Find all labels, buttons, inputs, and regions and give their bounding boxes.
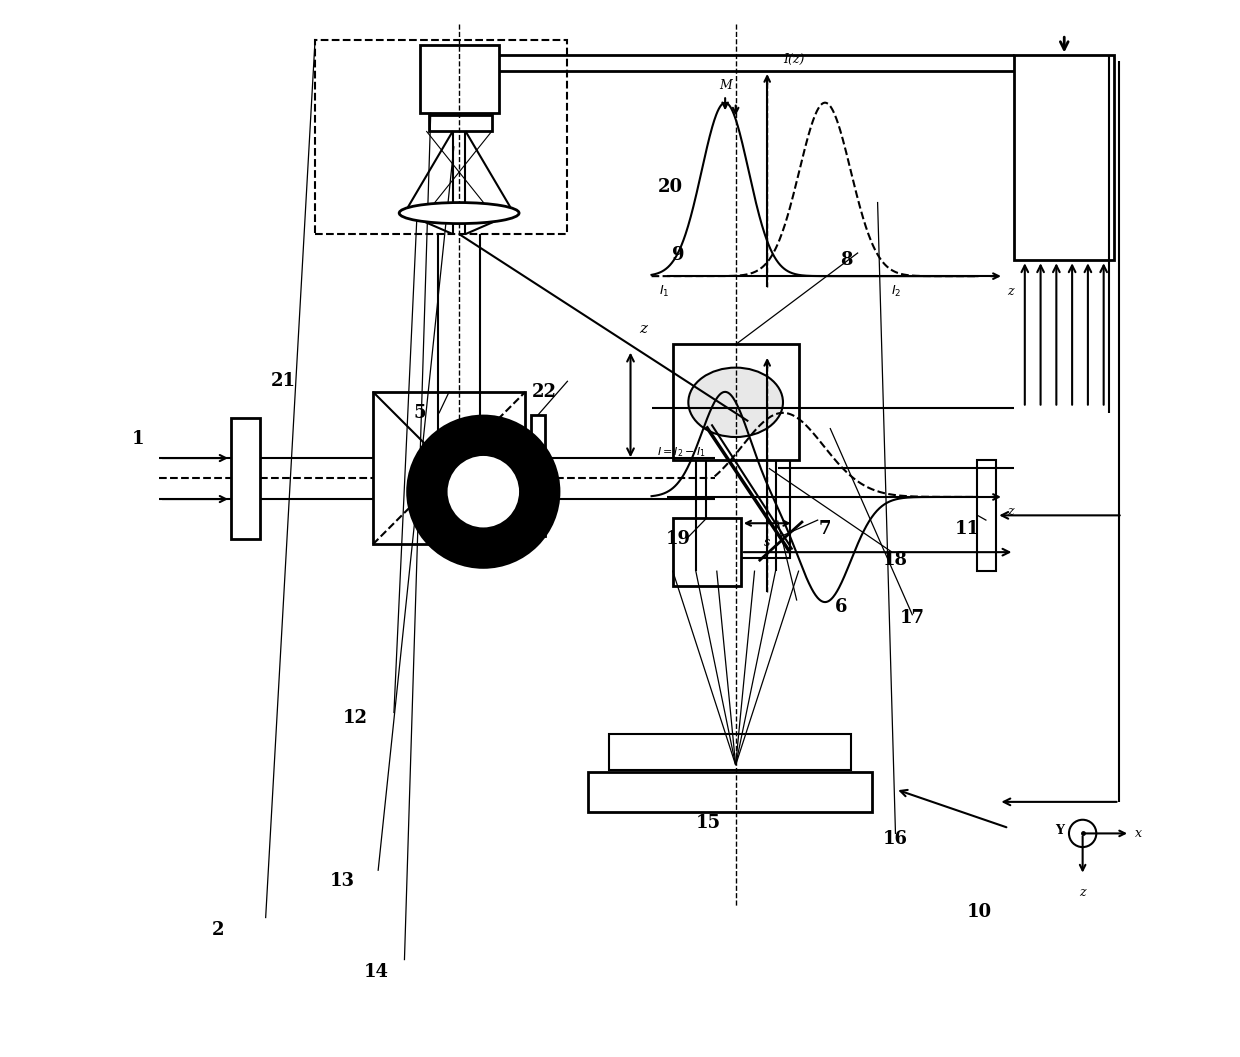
- Bar: [315, 39, 568, 234]
- Text: I(z): I(z): [782, 53, 805, 66]
- Bar: [672, 345, 799, 460]
- Text: s: s: [764, 536, 770, 549]
- Text: $I=I_2-I_1$: $I=I_2-I_1$: [657, 445, 706, 459]
- Bar: [610, 734, 852, 771]
- Text: 20: 20: [658, 178, 683, 196]
- Text: 22: 22: [532, 383, 557, 401]
- Text: 8: 8: [839, 252, 852, 270]
- Bar: [977, 460, 997, 571]
- Bar: [429, 115, 492, 131]
- Bar: [531, 415, 546, 536]
- Text: 9: 9: [672, 246, 684, 264]
- Text: z: z: [1007, 284, 1013, 298]
- Bar: [589, 773, 873, 813]
- Bar: [707, 422, 790, 558]
- Ellipse shape: [408, 416, 559, 568]
- Text: 7: 7: [818, 519, 831, 538]
- Ellipse shape: [446, 455, 520, 528]
- Text: Y: Y: [1055, 823, 1064, 837]
- Text: 16: 16: [883, 830, 908, 848]
- Text: 14: 14: [363, 963, 388, 981]
- Text: M: M: [719, 79, 732, 92]
- Text: 2: 2: [212, 921, 224, 940]
- Bar: [373, 392, 526, 544]
- Text: 13: 13: [330, 872, 355, 890]
- Text: 1: 1: [133, 430, 145, 448]
- Text: x: x: [1135, 827, 1142, 840]
- Ellipse shape: [399, 203, 520, 224]
- Text: 12: 12: [342, 709, 367, 727]
- Text: 17: 17: [900, 609, 925, 627]
- Text: 21: 21: [272, 372, 296, 390]
- Text: z: z: [639, 321, 647, 336]
- Bar: [672, 518, 742, 587]
- Text: 6: 6: [835, 598, 847, 616]
- Text: 18: 18: [883, 551, 908, 569]
- Text: $I_2$: $I_2$: [892, 284, 901, 299]
- Text: 19: 19: [666, 530, 691, 548]
- Bar: [1014, 55, 1115, 260]
- Text: 15: 15: [696, 814, 720, 832]
- Bar: [231, 419, 260, 539]
- Text: 23: 23: [455, 540, 480, 558]
- Bar: [420, 44, 498, 113]
- Text: z: z: [1079, 886, 1086, 900]
- Text: z: z: [1007, 505, 1013, 518]
- Text: 11: 11: [955, 519, 980, 538]
- Text: $I_1$: $I_1$: [658, 284, 670, 299]
- Text: 10: 10: [967, 904, 992, 922]
- Text: 5: 5: [414, 404, 427, 422]
- Ellipse shape: [688, 368, 782, 437]
